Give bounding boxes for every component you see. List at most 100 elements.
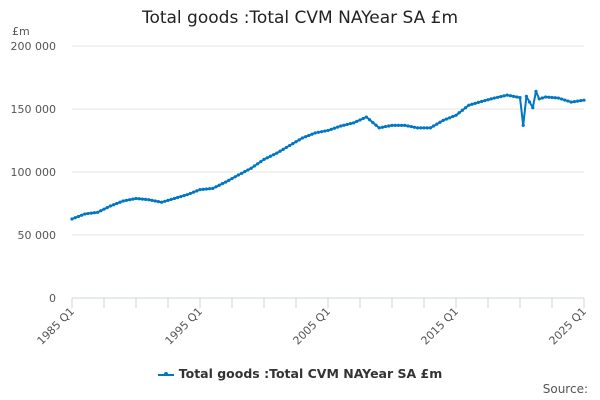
data-point: [265, 156, 269, 160]
data-point: [528, 100, 532, 104]
data-point: [582, 98, 586, 102]
legend[interactable]: Total goods :Total CVM NAYear SA £m: [0, 366, 600, 381]
data-point: [502, 94, 506, 98]
data-point: [275, 151, 279, 155]
data-point: [102, 207, 106, 211]
data-point: [355, 119, 359, 124]
data-point: [531, 106, 535, 110]
data-point: [403, 123, 407, 127]
data-point: [409, 125, 413, 129]
data-point: [198, 188, 202, 192]
data-point: [112, 203, 116, 207]
data-point: [169, 197, 173, 202]
data-point: [316, 130, 320, 134]
y-tick-label: 0: [49, 292, 56, 305]
data-point: [195, 189, 199, 193]
data-point: [380, 125, 384, 129]
data-point: [396, 123, 400, 127]
data-point: [220, 182, 224, 186]
data-point: [441, 118, 445, 122]
data-point: [416, 126, 420, 130]
x-tick-label: 2025 Q1: [547, 305, 590, 348]
data-point: [460, 108, 464, 112]
data-point: [550, 95, 554, 100]
data-point: [473, 101, 477, 105]
data-point: [547, 95, 551, 99]
data-point: [470, 102, 474, 106]
source-label: Source:: [542, 382, 588, 396]
data-point: [377, 126, 381, 130]
data-point: [406, 124, 410, 128]
data-point: [236, 173, 240, 177]
legend-label: Total goods :Total CVM NAYear SA £m: [178, 366, 443, 381]
data-point: [425, 126, 429, 130]
data-point: [76, 214, 80, 219]
data-point: [428, 126, 432, 130]
data-point: [566, 99, 570, 103]
data-point: [224, 180, 228, 184]
data-point: [86, 211, 90, 216]
data-point: [323, 129, 327, 133]
data-point: [563, 98, 567, 102]
y-tick-label: 200 000: [11, 40, 57, 53]
data-point: [511, 94, 516, 98]
data-point: [489, 97, 493, 101]
data-point: [73, 216, 77, 220]
data-point: [521, 123, 525, 127]
data-point: [534, 89, 538, 93]
data-point: [246, 168, 250, 172]
x-tick-label: 1995 Q1: [163, 305, 206, 348]
x-tick-label: 2015 Q1: [419, 305, 462, 348]
data-point: [486, 98, 490, 102]
data-point: [179, 194, 183, 199]
data-point: [476, 100, 480, 104]
data-point: [515, 95, 519, 99]
data-point: [371, 120, 375, 125]
data-point: [569, 100, 573, 104]
data-point: [291, 142, 295, 146]
data-point: [185, 193, 189, 197]
data-point: [518, 96, 522, 100]
data-point: [249, 166, 253, 170]
legend-line-marker-icon: [157, 372, 174, 376]
data-point: [134, 196, 138, 201]
data-point: [544, 95, 548, 99]
y-tick-label: 50 000: [18, 229, 57, 242]
data-point: [300, 136, 304, 140]
data-point: [345, 122, 349, 127]
data-point: [332, 126, 336, 130]
data-point: [217, 183, 221, 187]
data-point: [144, 197, 148, 202]
data-point: [281, 147, 285, 151]
data-point: [243, 170, 247, 174]
y-tick-label: 100 000: [11, 166, 57, 179]
data-point: [96, 210, 100, 214]
data-point: [368, 118, 372, 122]
data-point: [211, 186, 215, 190]
y-tick-label: 150 000: [11, 103, 57, 116]
data-point: [364, 115, 368, 119]
data-point: [448, 116, 452, 120]
data-point: [233, 175, 237, 179]
data-point: [294, 140, 298, 144]
data-point: [118, 200, 122, 204]
data-point: [156, 200, 160, 204]
data-point: [556, 96, 561, 100]
data-point: [182, 194, 186, 198]
data-point: [163, 199, 167, 203]
data-point: [92, 211, 96, 215]
data-point: [124, 198, 128, 202]
data-point: [176, 195, 180, 200]
data-point: [140, 197, 144, 201]
data-point: [454, 113, 458, 117]
data-point: [572, 99, 577, 104]
data-point: [457, 111, 461, 115]
data-point: [259, 160, 263, 164]
data-point: [160, 200, 164, 204]
data-point: [105, 205, 109, 210]
data-point: [537, 97, 541, 101]
data-point: [390, 123, 394, 127]
data-point: [204, 187, 208, 191]
data-point: [268, 154, 272, 158]
